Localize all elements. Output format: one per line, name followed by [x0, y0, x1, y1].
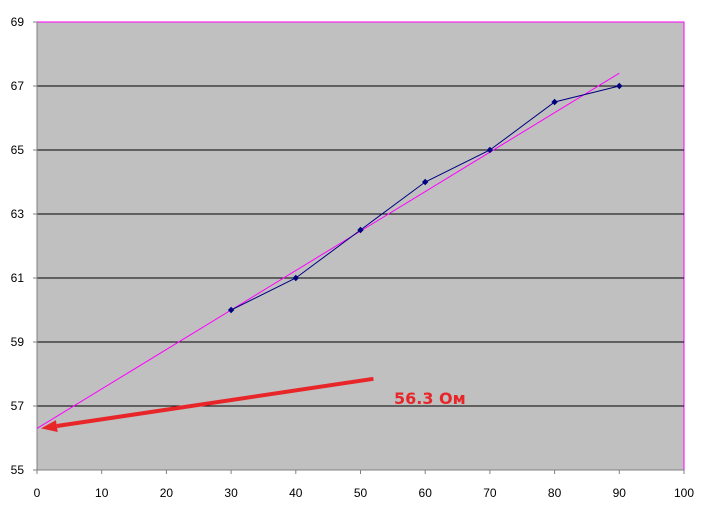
data-point — [551, 98, 558, 106]
x-tick-label: 40 — [289, 486, 303, 500]
y-tick-label: 61 — [11, 271, 25, 285]
y-tick-label: 59 — [11, 335, 25, 349]
y-tick-label: 69 — [11, 15, 25, 29]
annotation-label: 56.3 Ом — [394, 389, 466, 408]
arrow-shaft — [56, 376, 374, 429]
annotation-arrow — [41, 376, 374, 432]
x-tick-label: 90 — [613, 486, 627, 500]
data-point — [616, 82, 623, 90]
grid-lines — [33, 22, 684, 474]
x-axis-tick-labels: 0 10 20 30 40 50 60 70 80 90 100 — [34, 470, 694, 500]
y-tick-label: 55 — [11, 463, 25, 477]
y-axis-tick-labels: 55 57 59 61 63 65 67 69 — [11, 15, 37, 477]
x-tick-label: 30 — [224, 486, 238, 500]
trendline — [36, 72, 620, 429]
x-tick-label: 100 — [674, 486, 694, 500]
data-point — [357, 226, 364, 234]
data-point — [227, 306, 235, 314]
x-tick-label: 50 — [354, 486, 368, 500]
x-tick-label: 10 — [95, 486, 109, 500]
x-tick-label: 20 — [160, 486, 174, 500]
x-tick-label: 0 — [34, 486, 41, 500]
y-tick-label: 65 — [11, 143, 25, 157]
arrow-head — [41, 420, 58, 432]
y-tick-label: 63 — [11, 207, 25, 221]
y-tick-label: 57 — [11, 399, 25, 413]
data-point — [422, 178, 429, 186]
plot-area — [36, 21, 685, 471]
data-point — [486, 146, 494, 154]
data-point — [292, 274, 299, 282]
x-tick-label: 60 — [419, 486, 433, 500]
series-markers — [227, 82, 623, 314]
x-tick-label: 70 — [483, 486, 497, 500]
y-tick-label: 67 — [11, 79, 25, 93]
x-tick-label: 80 — [548, 486, 562, 500]
